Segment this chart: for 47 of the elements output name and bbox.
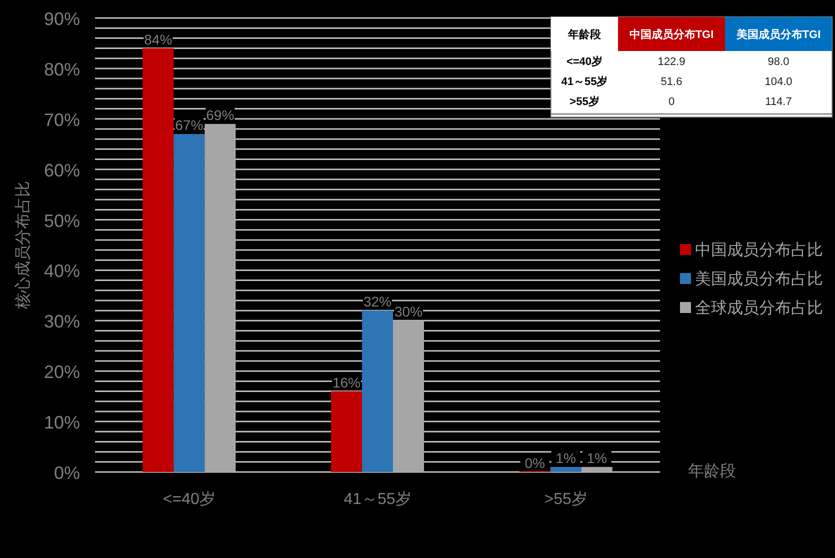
bar bbox=[393, 320, 424, 472]
y-tick-label: 60% bbox=[44, 160, 80, 180]
category-label: 41～55岁 bbox=[561, 76, 608, 88]
category-label: 年龄段 bbox=[567, 28, 602, 41]
text: 122.9 bbox=[658, 56, 686, 68]
data-label: 84% bbox=[144, 31, 172, 48]
data-label: 32% bbox=[363, 294, 392, 310]
category-label: 中国成员分布TGI bbox=[629, 28, 714, 41]
bar bbox=[362, 310, 393, 472]
y-tick-label: 20% bbox=[44, 362, 80, 382]
bar bbox=[331, 391, 362, 472]
y-tick-label: 50% bbox=[44, 210, 80, 231]
category-label: 美国成员分布TGI bbox=[735, 28, 821, 41]
data-label: 16% bbox=[332, 374, 361, 390]
bar bbox=[174, 134, 205, 472]
y-axis-title: 核心成员分布占比 bbox=[14, 181, 32, 310]
y-tick-label: 80% bbox=[44, 59, 80, 80]
bar bbox=[142, 48, 174, 472]
y-tick-label: 40% bbox=[44, 261, 80, 282]
bar bbox=[204, 124, 236, 472]
legend-label: 中国成员分布占比 bbox=[695, 241, 823, 259]
legend-label: 全球成员分布占比 bbox=[695, 299, 823, 317]
data-label: 67% bbox=[175, 117, 204, 134]
text: 98.0 bbox=[768, 56, 790, 68]
text: 0 bbox=[668, 96, 675, 108]
y-tick-label: 90% bbox=[44, 9, 80, 29]
data-label: 1% bbox=[586, 450, 607, 466]
y-tick-label: 70% bbox=[44, 110, 80, 130]
data-label: 0% bbox=[524, 455, 545, 471]
x-axis-title: 年龄段 bbox=[688, 462, 736, 480]
x-tick-label: >55岁 bbox=[544, 490, 588, 508]
bar bbox=[581, 466, 612, 472]
category-label: <=40岁 bbox=[566, 56, 603, 68]
data-label: 69% bbox=[206, 106, 234, 123]
y-tick-label: 30% bbox=[44, 312, 80, 332]
category-label: >55岁 bbox=[570, 96, 600, 108]
y-tick-label: 10% bbox=[44, 412, 80, 433]
legend-label: 美国成员分布占比 bbox=[695, 270, 823, 288]
text: 104.0 bbox=[764, 76, 792, 88]
data-label: 30% bbox=[394, 304, 423, 320]
text: 51.6 bbox=[660, 76, 682, 88]
bar bbox=[550, 466, 582, 472]
y-tick-label: 0% bbox=[54, 463, 80, 483]
x-tick-label: 41～55岁 bbox=[344, 490, 412, 508]
x-tick-label: <=40岁 bbox=[162, 490, 216, 508]
data-label: 1% bbox=[556, 450, 576, 466]
text: 114.7 bbox=[765, 96, 792, 108]
